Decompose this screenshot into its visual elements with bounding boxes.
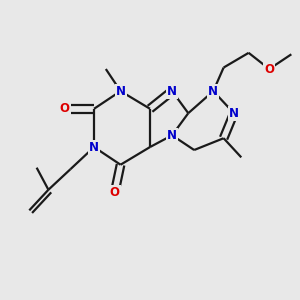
Text: O: O — [264, 62, 274, 76]
Text: N: N — [116, 85, 126, 98]
Text: O: O — [110, 186, 120, 199]
Text: N: N — [208, 85, 218, 98]
Text: N: N — [89, 141, 99, 154]
Text: N: N — [167, 129, 177, 142]
Text: N: N — [167, 85, 177, 98]
Text: O: O — [60, 102, 70, 115]
Text: N: N — [229, 107, 239, 120]
